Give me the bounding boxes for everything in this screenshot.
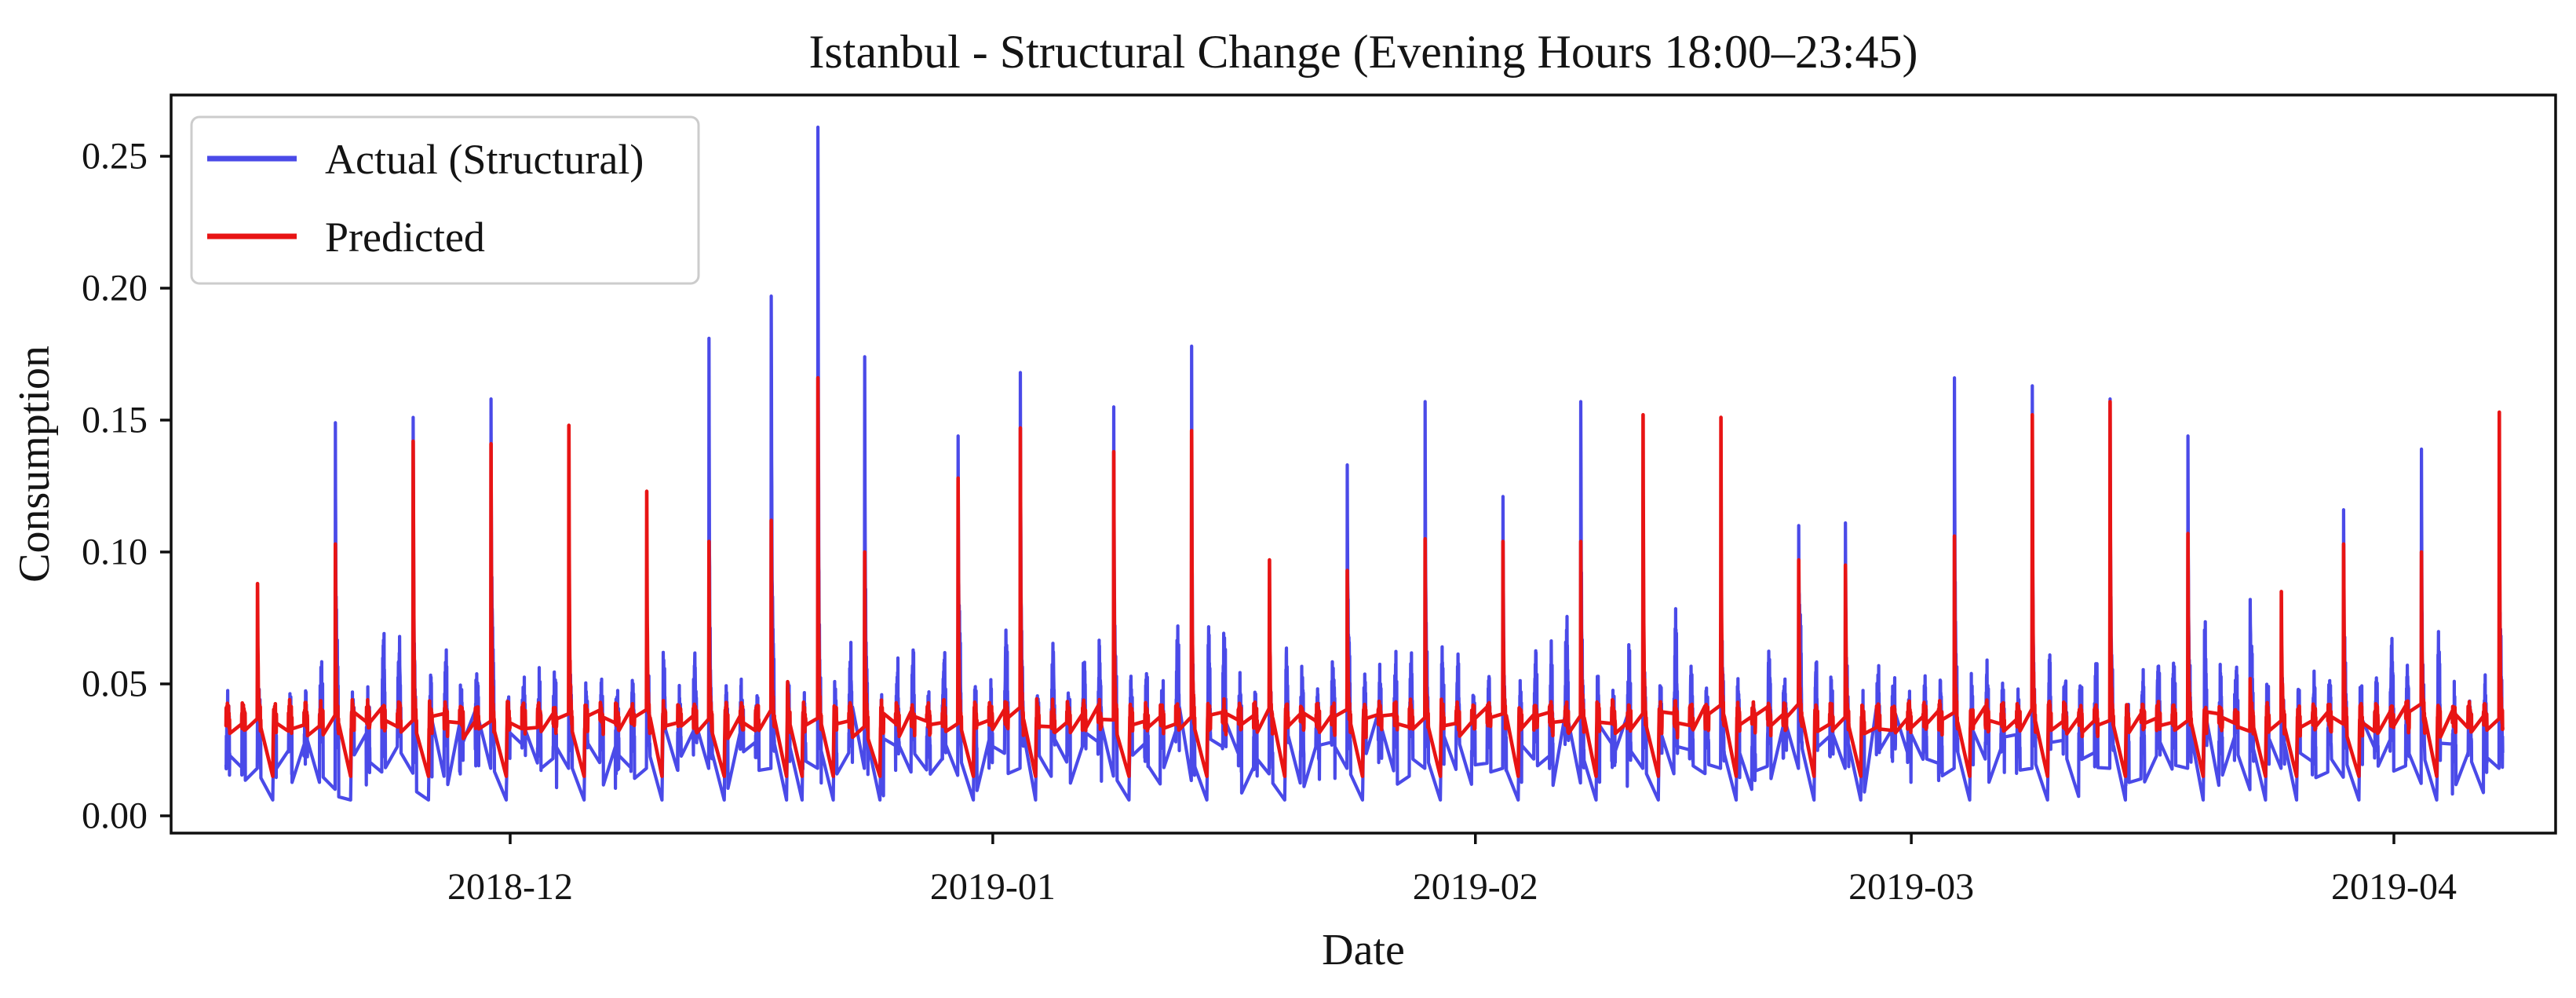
chart-title: Istanbul - Structural Change (Evening Ho…: [808, 26, 1917, 78]
y-tick-label: 0.00: [82, 795, 148, 837]
x-tick-label: 2019-02: [1413, 866, 1538, 908]
x-tick-label: 2019-01: [930, 866, 1056, 908]
y-tick-label: 0.15: [82, 400, 148, 441]
legend-label-predicted: Predicted: [325, 214, 485, 261]
y-tick-label: 0.05: [82, 664, 148, 705]
plot-area-frame: [170, 93, 2557, 835]
y-axis-label: Consumption: [10, 345, 59, 583]
x-axis-label: Date: [1322, 926, 1405, 974]
legend-label-actual: Actual (Structural): [325, 136, 644, 183]
legend-item-predicted: Predicted: [207, 214, 485, 261]
x-tick-label: 2019-03: [1848, 866, 1974, 908]
x-axis-ticks: 2018-12 2019-01 2019-02 2019-03 2019-04: [447, 833, 2457, 908]
legend: Actual (Structural) Predicted: [190, 115, 700, 285]
predicted-series-line: [224, 375, 2505, 778]
y-tick-label: 0.10: [82, 532, 148, 573]
y-tick-label: 0.20: [82, 268, 148, 309]
y-axis-ticks: 0.00 0.05 0.10 0.15 0.20 0.25: [82, 136, 171, 837]
y-tick-label: 0.25: [82, 136, 148, 177]
x-tick-label: 2019-04: [2331, 866, 2457, 908]
legend-item-actual: Actual (Structural): [207, 136, 644, 183]
x-tick-label: 2018-12: [447, 866, 573, 908]
legend-box: [190, 115, 700, 285]
